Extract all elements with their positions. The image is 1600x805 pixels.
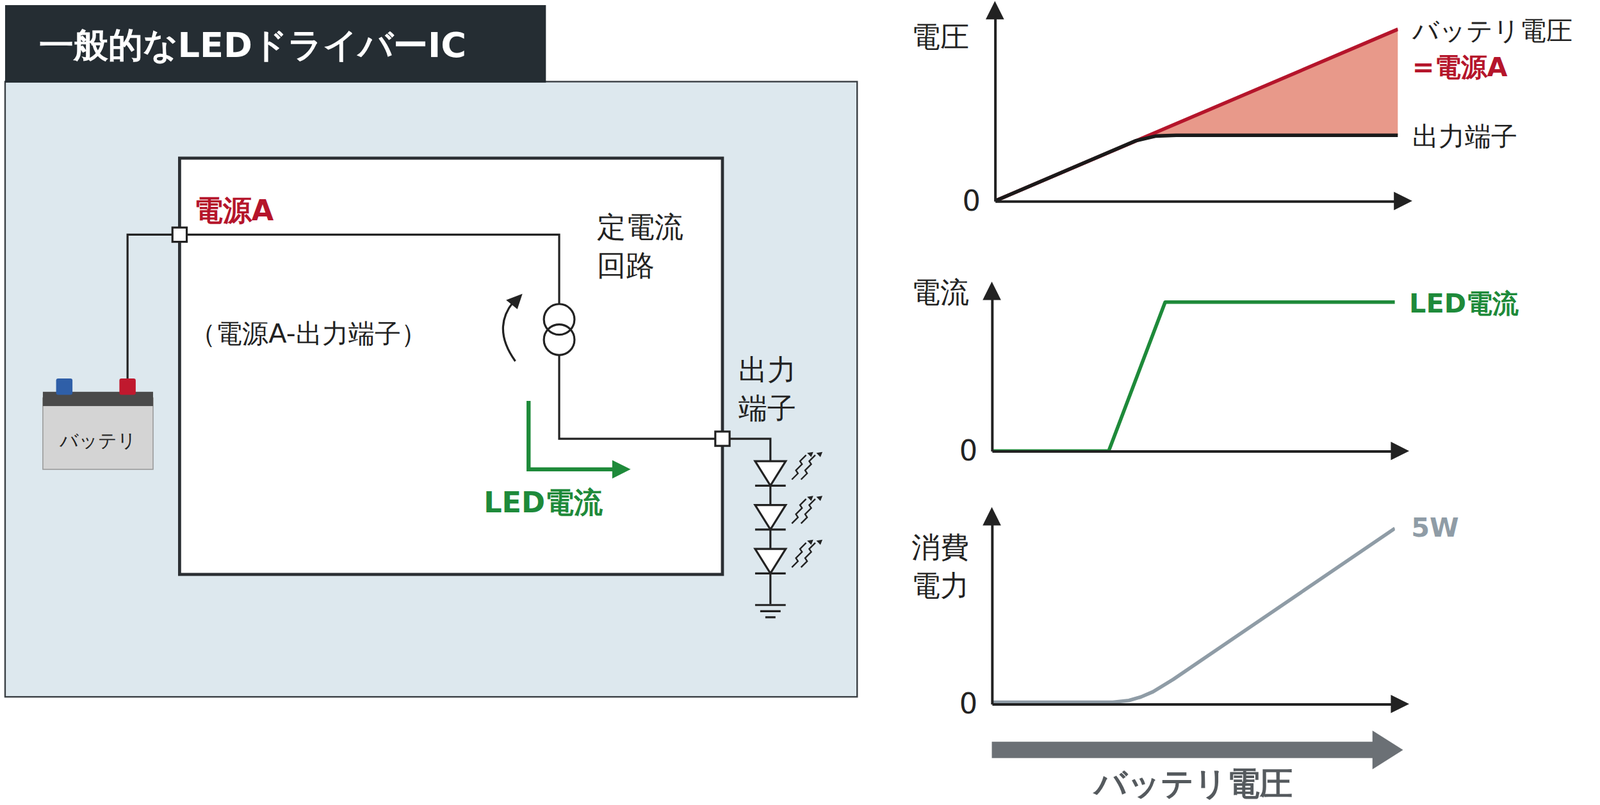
battery-wire (127, 234, 180, 380)
axis-line (990, 522, 994, 705)
circuit-diagram: 一般的なLEDドライバーIC バッテリ 電源A 定電流回路 （電源A-出力端子） 出力端子… (5, 5, 858, 697)
y-axis: 0 (959, 296, 993, 468)
x-axis (992, 703, 1396, 706)
series-line (992, 528, 1396, 703)
plot-area (992, 528, 1396, 703)
series-line (992, 302, 1396, 451)
chart: 0 電圧 バッテリ電圧出力端子 =電源A (911, 1, 1573, 218)
annotation: =電源A (1412, 51, 1508, 83)
led-ray (801, 543, 816, 568)
current-source-label: 定電流 (596, 210, 684, 245)
axis-line (995, 200, 1399, 204)
chart: 0 消費電力 5W バッテリ電圧 (911, 507, 1460, 803)
led-ray-head (807, 495, 814, 501)
led-ray (801, 498, 816, 524)
axis-arrow (1390, 694, 1410, 714)
tick-label: 0 (959, 687, 978, 721)
voltage-arrow (502, 302, 515, 362)
output-label: 出力 (738, 353, 797, 387)
led-ray-head (816, 452, 823, 458)
current-label: LED電流 (483, 486, 603, 520)
axis-line (992, 703, 1396, 706)
led-bar (755, 484, 786, 487)
axis-arrow (1390, 441, 1410, 461)
current-arrowhead (612, 460, 631, 480)
y-axis-title: 電流 (911, 276, 970, 310)
current-source (543, 324, 575, 356)
plot-area (994, 29, 1398, 202)
axis-line (994, 16, 997, 202)
voltage-arrowhead (506, 293, 523, 310)
battery-terminal-pos (119, 378, 136, 395)
panel (5, 81, 858, 697)
y-axis-title: 電力 (911, 569, 970, 603)
led-ray-head (816, 495, 823, 501)
ground (755, 604, 786, 606)
battery-body (42, 397, 154, 470)
series-label: LED電流 (1409, 288, 1519, 319)
voltage-label: （電源A-出力端子） (189, 318, 427, 350)
output-wire (559, 354, 723, 439)
battery-label: バッテリ (58, 429, 137, 452)
axis-arrow (1393, 192, 1413, 211)
axis-line (990, 296, 994, 452)
x-arrow-head (1372, 730, 1404, 770)
x-axis (992, 450, 1396, 453)
axis-arrow (982, 507, 1002, 526)
title-bar (5, 5, 546, 83)
led-bar (755, 528, 786, 531)
ground (765, 616, 776, 619)
axis-arrow (985, 1, 1005, 20)
led (755, 505, 786, 530)
supply-wire (179, 234, 560, 304)
output-label: 端子 (738, 391, 797, 426)
tick: 0 (959, 434, 993, 468)
series-line (994, 29, 1398, 202)
led-ray-head (816, 539, 823, 546)
plot-area (992, 302, 1396, 451)
tick-label: 0 (962, 184, 981, 218)
led-ray-head (807, 539, 814, 546)
tick: 0 (959, 687, 993, 721)
led (755, 461, 786, 486)
battery-terminal-neg (56, 378, 73, 395)
x-axis (995, 201, 1399, 203)
x-arrow-body (992, 741, 1375, 758)
y-axis-title: 電圧 (911, 20, 970, 54)
led-bar (755, 572, 786, 575)
annotation: 5W (1411, 512, 1459, 544)
led (755, 548, 786, 574)
title: 一般的なLEDドライバーIC (39, 24, 467, 66)
current-arrow (528, 400, 615, 470)
ic-box (179, 158, 723, 575)
axis-line (992, 450, 1396, 453)
chart: 0 電流 LED電流 (911, 276, 1519, 469)
axis-arrow (982, 281, 1002, 301)
y-axis-title: 消費 (911, 530, 970, 565)
led-ray-head (807, 452, 814, 458)
series-line (994, 135, 1398, 202)
led-ray (801, 455, 816, 480)
power-label: 電源A (194, 194, 275, 228)
series-label: 出力端子 (1412, 121, 1518, 152)
tick: 0 (962, 184, 996, 218)
terminal (172, 227, 187, 242)
canvas: 一般的なLEDドライバーICバッテリ電源A定電流回路（電源A-出力端子）出力端子… (0, 0, 1600, 805)
tick-label: 0 (959, 434, 978, 468)
ground (760, 610, 781, 613)
current-source-label: 回路 (596, 249, 655, 283)
terminal (715, 431, 730, 446)
difference-area (994, 29, 1398, 202)
x-axis-title: バッテリ電圧 (1092, 764, 1293, 803)
series-label: バッテリ電圧 (1411, 15, 1573, 47)
